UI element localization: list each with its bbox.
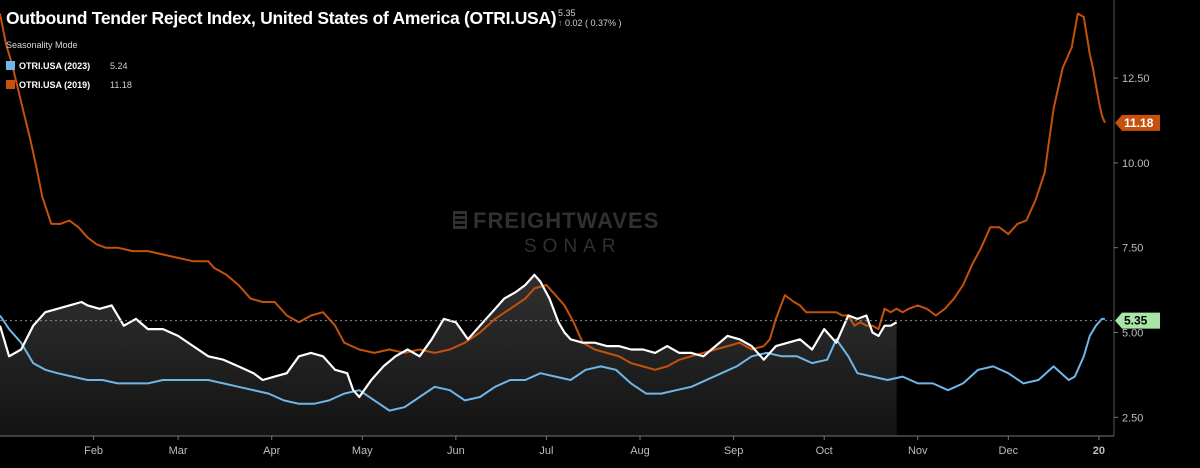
- legend-item-2023[interactable]: OTRI.USA (2023) 5.24: [6, 56, 132, 75]
- x-tick-label: Feb: [84, 445, 103, 457]
- x-tick-label: Jul: [539, 445, 553, 457]
- legend-label: OTRI.USA (2023): [19, 60, 91, 71]
- x-tick-label: Apr: [263, 445, 280, 457]
- legend-value: 11.18: [110, 79, 132, 90]
- seasonality-mode-label: Seasonality Mode: [6, 40, 78, 50]
- watermark-line1: FREIGHTWAVES: [473, 208, 659, 233]
- price-tag-2019: 11.18: [1115, 114, 1160, 131]
- x-tick-label: Mar: [169, 445, 188, 457]
- price-tag-label: 11.18: [1124, 116, 1154, 130]
- series-line-2019: [0, 12, 1106, 371]
- x-tick-label: Sep: [724, 445, 744, 457]
- x-tick-label: Oct: [816, 445, 833, 457]
- legend-value: 5.24: [110, 60, 128, 71]
- x-tick-label: Nov: [908, 445, 928, 457]
- price-tag-label: 5.35: [1124, 314, 1148, 328]
- change-value: 0.02 ( 0.37% ): [565, 18, 622, 28]
- y-tick-label: 10.00: [1122, 158, 1150, 170]
- up-arrow-icon: ↑: [558, 18, 563, 28]
- y-tick-label: 7.50: [1122, 243, 1143, 255]
- quote-box: 5.35 ↑ 0.02 ( 0.37% ): [558, 8, 622, 28]
- y-tick-label: 5.00: [1122, 328, 1143, 340]
- series-line-2023: [0, 314, 1105, 412]
- x-tick-label: Aug: [630, 445, 650, 457]
- x-tick-label: Dec: [999, 445, 1019, 457]
- legend-label: OTRI.USA (2019): [19, 79, 91, 90]
- y-tick-label: 2.50: [1122, 412, 1143, 424]
- legend-swatch-2019: [6, 80, 15, 89]
- legend-swatch-2023: [6, 61, 15, 70]
- series-line-current: [0, 273, 898, 399]
- legend: OTRI.USA (2023) 5.24 OTRI.USA (2019) 11.…: [6, 56, 132, 94]
- y-tick-label: 12.50: [1122, 73, 1150, 85]
- watermark: FREIGHTWAVES SONAR: [453, 208, 659, 257]
- current-area-fill: [0, 274, 897, 436]
- watermark-logo-icon: [453, 211, 467, 229]
- legend-item-2019[interactable]: OTRI.USA (2019) 11.18: [6, 75, 132, 94]
- x-tick-label: May: [352, 445, 373, 457]
- x-tick-label: Jun: [447, 445, 465, 457]
- chart-title: Outbound Tender Reject Index, United Sta…: [6, 8, 557, 28]
- watermark-line2: SONAR: [524, 236, 622, 257]
- last-value: 5.35: [558, 8, 576, 18]
- price-tag-current: 5.35: [1115, 312, 1160, 329]
- chart-header: Outbound Tender Reject Index, United Sta…: [6, 8, 557, 29]
- x-tick-label: 20: [1093, 445, 1105, 457]
